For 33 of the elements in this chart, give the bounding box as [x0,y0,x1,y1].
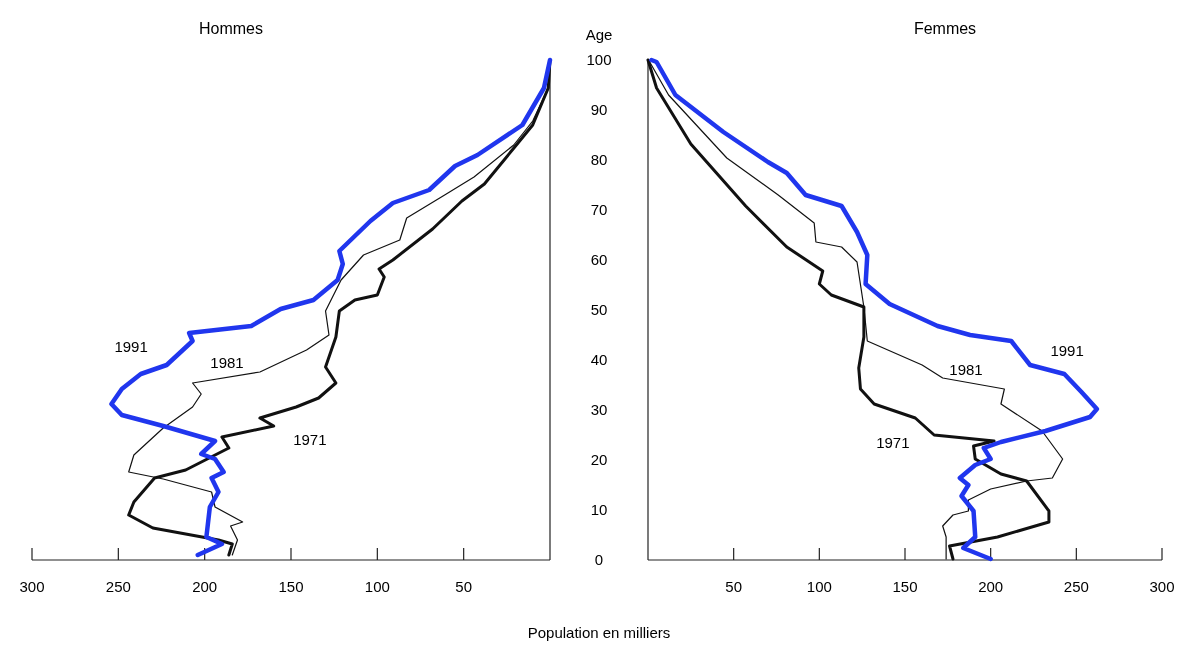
x-tick-label: 100 [364,578,390,595]
x-tick-label: 250 [1063,578,1089,595]
chart-title: Hommes [198,20,264,37]
y-tick-label: 60 [590,251,608,268]
x-tick-label: 300 [19,578,45,595]
x-tick-label: 50 [725,578,743,595]
y-tick-label: 50 [590,301,608,318]
y-tick-label: 10 [590,501,608,518]
x-tick-label: 250 [105,578,131,595]
y-tick-label: 30 [590,401,608,418]
x-tick-label: 200 [978,578,1004,595]
series-label: 1991 [114,338,148,355]
series-label: 1971 [293,431,327,448]
x-tick-label: 150 [892,578,918,595]
y-tick-label: 100 [586,51,612,68]
y-tick-label: 40 [590,351,608,368]
y-tick-label: 70 [590,201,608,218]
y-axis-title: Age [585,26,613,43]
x-tick-label: 50 [455,578,473,595]
x-tick-label: 100 [806,578,832,595]
y-tick-label: 0 [594,551,604,568]
series-label: 1991 [1050,342,1084,359]
x-axis-title: Population en milliers [527,624,671,641]
x-tick-label: 200 [192,578,218,595]
x-tick-label: 300 [1149,578,1175,595]
series-label: 1981 [210,354,244,371]
series-label: 1971 [876,434,910,451]
series-label: 1981 [949,361,983,378]
chart-title: Femmes [913,20,977,37]
y-tick-label: 90 [590,101,608,118]
y-tick-label: 80 [590,151,608,168]
y-tick-label: 20 [590,451,608,468]
x-tick-label: 150 [278,578,304,595]
